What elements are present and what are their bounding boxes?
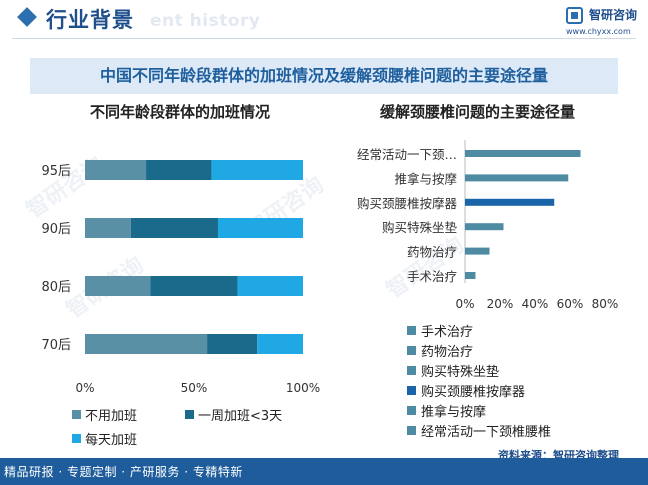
legend-label: 推拿与按摩	[421, 404, 487, 420]
bar	[465, 223, 504, 231]
legend-item: 手术治疗	[407, 320, 637, 340]
bar-segment	[217, 218, 303, 238]
x-tick-label: 0%	[75, 381, 94, 395]
legend-swatch	[185, 410, 194, 419]
category-label: 手术治疗	[407, 269, 457, 284]
x-tick-label: 20%	[487, 297, 514, 311]
legend-item: 不用加班	[72, 405, 137, 424]
legend-swatch	[407, 325, 416, 335]
legend-item: 购买特殊坐垫	[407, 360, 637, 380]
legend-swatch	[407, 345, 416, 355]
legend-label: 手术治疗	[421, 324, 474, 340]
legend-label: 药物治疗	[421, 344, 474, 360]
footer-slogan: 精品研报 · 专题定制 · 产研服务 · 专精特新	[4, 465, 243, 479]
bar-segment	[85, 276, 151, 296]
bar-segment	[211, 160, 303, 180]
legend-label: 不用加班	[85, 409, 138, 424]
x-tick-label: 60%	[557, 297, 584, 311]
legend-label: 一周加班<3天	[198, 409, 283, 424]
category-label: 95后	[41, 164, 71, 179]
bar-segment	[85, 160, 147, 180]
category-label: 药物治疗	[407, 245, 457, 260]
legend-item: 推拿与按摩	[407, 400, 637, 420]
bar-segment	[130, 218, 218, 238]
legend-swatch	[407, 425, 416, 435]
legend-item: 一周加班<3天	[185, 405, 282, 424]
legend-swatch	[407, 365, 416, 375]
logo-text: 智研咨询	[589, 8, 638, 22]
category-label: 推拿与按摩	[394, 171, 457, 186]
bar	[465, 272, 476, 279]
legend-item: 购买颈腰椎按摩器	[407, 380, 637, 400]
x-tick-label: 40%	[522, 297, 549, 311]
right-chart-title: 缓解颈腰椎问题的主要途径量	[380, 103, 576, 121]
footer-bar: 精品研报 · 专题定制 · 产研服务 · 专精特新	[0, 458, 648, 485]
logo-icon	[566, 7, 583, 24]
banner-title: 中国不同年龄段群体的加班情况及缓解颈腰椎问题的主要途径量	[30, 58, 618, 94]
legend-label: 经常活动一下颈椎腰椎	[421, 424, 552, 440]
x-tick-label: 50%	[181, 381, 208, 395]
legend-label: 购买颈腰椎按摩器	[421, 384, 526, 400]
bar	[465, 198, 555, 206]
legend-swatch	[407, 385, 416, 395]
site-url: www.chyxx.com	[566, 27, 631, 36]
bar-segment	[85, 218, 131, 238]
bar	[465, 150, 581, 157]
category-label: 80后	[41, 280, 71, 295]
bar-segment	[85, 334, 208, 354]
category-label: 70后	[41, 338, 71, 353]
legend-item: 每天加班	[72, 429, 137, 448]
right-chart-legend: 手术治疗 药物治疗 购买特殊坐垫 购买颈腰椎按摩器 推拿与按摩 经常活动一下颈椎…	[407, 320, 637, 440]
x-tick-label: 0%	[455, 297, 474, 311]
overtime-chart: 95后 90后 80后 70后 0% 50% 100%	[41, 160, 320, 395]
bar-segment	[207, 334, 258, 354]
bar	[465, 174, 569, 182]
left-chart-legend: 不用加班 一周加班<3天 每天加班	[72, 405, 332, 449]
page-header: ent history 行业背景 智研咨询 www.chyxx.com	[0, 0, 648, 40]
category-label: 购买特殊坐垫	[382, 220, 458, 235]
category-label: 购买颈腰椎按摩器	[357, 196, 458, 211]
header-ghost-text: ent history	[150, 11, 261, 31]
x-tick-label: 100%	[286, 381, 320, 395]
bar-segment	[150, 276, 238, 296]
bar-segment	[146, 160, 212, 180]
legend-swatch	[72, 434, 81, 443]
page-title: 行业背景	[46, 8, 134, 32]
legend-label: 每天加班	[85, 433, 138, 448]
legend-item: 药物治疗	[407, 340, 637, 360]
legend-label: 购买特殊坐垫	[421, 364, 500, 380]
legend-swatch	[72, 410, 81, 419]
left-chart-title: 不同年龄段群体的加班情况	[90, 103, 271, 121]
legend-item: 经常活动一下颈椎腰椎	[407, 420, 637, 440]
bar	[465, 247, 490, 255]
legend-swatch	[407, 405, 416, 415]
header-divider	[12, 38, 636, 39]
x-tick-label: 80%	[592, 297, 619, 311]
bar-segment	[237, 276, 303, 296]
category-label: 经常活动一下颈…	[357, 147, 457, 162]
diamond-icon	[17, 7, 37, 27]
bar-segment	[257, 334, 303, 354]
category-label: 90后	[41, 222, 71, 237]
